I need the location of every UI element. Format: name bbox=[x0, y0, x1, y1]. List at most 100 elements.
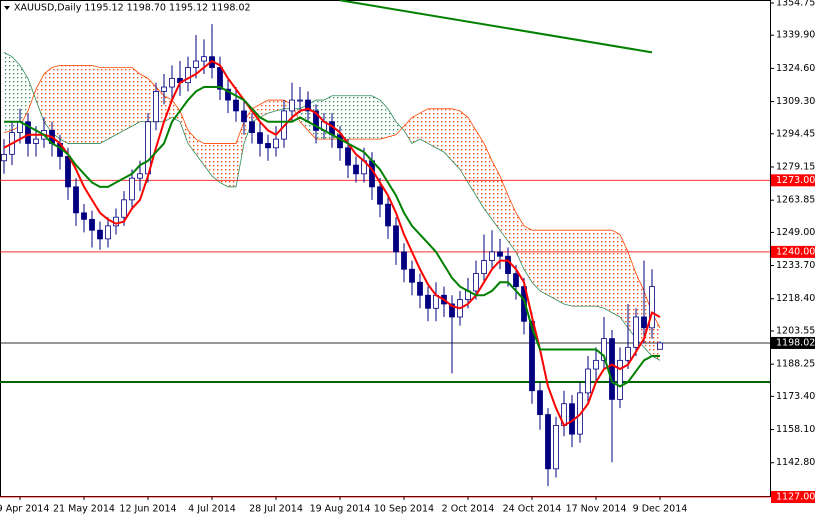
candle-body bbox=[617, 359, 623, 400]
cloud-segment bbox=[540, 230, 548, 296]
candle-body bbox=[497, 251, 503, 257]
candle-body bbox=[121, 199, 127, 218]
cloud-segment bbox=[260, 100, 268, 118]
y-tick-label: 1294.45 bbox=[776, 128, 815, 139]
level-label: 1273.00 bbox=[776, 175, 815, 186]
cloud-segment bbox=[12, 56, 20, 131]
cloud-segment bbox=[180, 110, 188, 144]
cloud-segment bbox=[220, 143, 228, 187]
candle-body bbox=[633, 316, 639, 348]
cloud-segment bbox=[276, 100, 284, 111]
cloud-segment bbox=[428, 108, 436, 148]
cloud-segment bbox=[244, 108, 252, 144]
candle-body bbox=[289, 99, 295, 112]
candle-body bbox=[345, 147, 351, 166]
candle-body bbox=[185, 67, 191, 84]
candle-body bbox=[201, 56, 207, 62]
candle-body bbox=[489, 251, 495, 261]
x-tick-label: 4 Jul 2014 bbox=[188, 504, 236, 515]
x-tick-label: 29 Apr 2014 bbox=[0, 504, 49, 515]
candle-body bbox=[65, 156, 71, 188]
candle-body bbox=[81, 212, 87, 220]
candle-body bbox=[609, 338, 615, 400]
cloud-segment bbox=[348, 95, 356, 140]
x-tick-label: 19 Aug 2014 bbox=[310, 504, 371, 515]
candle-body bbox=[233, 99, 239, 112]
y-tick-label: 1279.15 bbox=[776, 161, 815, 172]
cloud-segment bbox=[556, 230, 564, 304]
candle-body bbox=[105, 225, 111, 240]
cloud-segment bbox=[476, 130, 484, 209]
candle-body bbox=[161, 86, 167, 92]
candle-body bbox=[137, 173, 143, 179]
candle-body bbox=[73, 186, 79, 214]
candle-body bbox=[625, 346, 631, 361]
cloud-segment bbox=[76, 65, 84, 144]
cloud-segment bbox=[196, 139, 204, 166]
y-tick-label: 1233.70 bbox=[776, 260, 815, 271]
y-tick-label: 1309.30 bbox=[776, 96, 815, 107]
x-tick-label: 24 Oct 2014 bbox=[503, 504, 562, 515]
x-tick-label: 17 Nov 2014 bbox=[566, 504, 627, 515]
level-label: 1127.00 bbox=[776, 492, 815, 503]
x-tick-label: 28 Jul 2014 bbox=[249, 504, 303, 515]
cloud-segment bbox=[524, 225, 532, 283]
x-tick-label: 12 Jun 2014 bbox=[119, 504, 176, 515]
cloud-segment bbox=[60, 65, 68, 144]
x-tick-label: 2 Oct 2014 bbox=[442, 504, 495, 515]
candle-body bbox=[1, 153, 7, 162]
menu-arrow bbox=[4, 6, 10, 10]
y-tick-label: 1188.25 bbox=[776, 359, 815, 370]
candle-body bbox=[481, 260, 487, 274]
y-tick-label: 1354.75 bbox=[776, 0, 815, 9]
candle-body bbox=[337, 134, 343, 149]
cloud-segment bbox=[572, 230, 580, 307]
candle-body bbox=[593, 359, 599, 370]
cloud-segment bbox=[468, 117, 476, 196]
candle-body bbox=[153, 90, 159, 123]
level-label: 1240.00 bbox=[776, 246, 815, 257]
cloud-segment bbox=[532, 230, 540, 291]
candle-body bbox=[97, 229, 103, 240]
level-label-box bbox=[771, 174, 815, 187]
cloud-segment bbox=[212, 143, 220, 183]
cloud-segment bbox=[228, 143, 236, 187]
y-tick-label: 1203.55 bbox=[776, 325, 815, 336]
candle-body bbox=[401, 251, 407, 270]
y-tick-label: 1263.85 bbox=[776, 195, 815, 206]
cloud-segment bbox=[92, 65, 100, 144]
cloud-segment bbox=[580, 230, 588, 307]
level-label-box bbox=[771, 491, 815, 503]
cloud-segment bbox=[68, 65, 76, 144]
candle-body bbox=[273, 138, 279, 149]
cloud-segment bbox=[84, 65, 92, 144]
x-tick-label: 9 Dec 2014 bbox=[633, 504, 688, 515]
candle-body bbox=[169, 77, 175, 88]
indicator-line bbox=[3, 59, 661, 427]
candle-body bbox=[217, 67, 223, 90]
cloud-segment bbox=[492, 160, 500, 231]
y-tick-label: 1249.00 bbox=[776, 227, 815, 238]
candle-body bbox=[553, 425, 559, 470]
cloud-segment bbox=[548, 230, 556, 300]
candle-body bbox=[505, 255, 511, 274]
cloud-segment bbox=[588, 230, 596, 307]
cloud-segment bbox=[460, 110, 468, 183]
candle-body bbox=[425, 294, 431, 309]
cloud-segment bbox=[124, 67, 132, 131]
cloud-segment bbox=[444, 108, 452, 161]
cloud-segment bbox=[188, 130, 196, 155]
cloud-segment bbox=[612, 230, 620, 317]
candle-body bbox=[249, 121, 255, 134]
cloud-segment bbox=[604, 230, 612, 313]
cloud-segment bbox=[500, 175, 508, 242]
cloud-segment bbox=[132, 67, 140, 127]
cloud-segment bbox=[596, 230, 604, 309]
candle-body bbox=[449, 303, 455, 318]
y-tick-label: 1218.40 bbox=[776, 293, 815, 304]
cloud-segment bbox=[484, 143, 492, 220]
candle-body bbox=[129, 177, 135, 201]
y-tick-label: 1142.80 bbox=[776, 457, 815, 468]
